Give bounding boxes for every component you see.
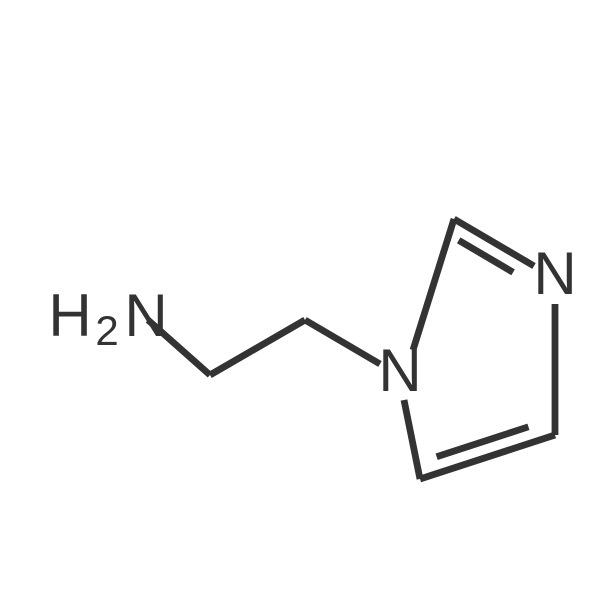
atom-label-N1: N [378, 337, 421, 404]
atom-label-NH2-0: H [48, 282, 91, 349]
bond-double-inner [437, 427, 529, 457]
bond-single [305, 320, 380, 364]
bond-single [404, 400, 420, 479]
atom-label-NH2-1: 2 [95, 307, 118, 354]
bond-single [210, 320, 305, 375]
bond-single [413, 219, 454, 350]
atom-label-NH2-2: N [124, 282, 167, 349]
atom-label-N2: N [533, 240, 576, 307]
molecule-diagram: H2NNN [0, 0, 600, 600]
